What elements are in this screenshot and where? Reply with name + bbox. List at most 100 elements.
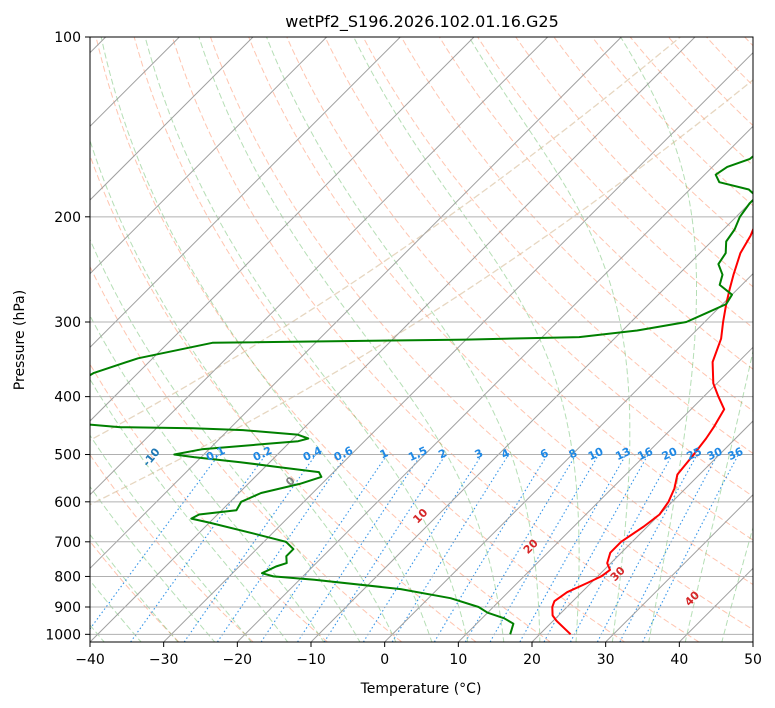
isotherm	[457, 346, 753, 642]
mixing-ratio-line	[433, 454, 548, 642]
mixing-ratio-label: 3	[473, 446, 485, 461]
dry-adiabat	[90, 265, 403, 642]
mixing-ratio-label: 20	[660, 445, 680, 463]
mixing-ratio-label: 13	[613, 445, 632, 463]
dry-adiabat	[400, 37, 753, 412]
mixing-ratio-line	[183, 454, 317, 642]
dry-adiabat	[133, 37, 625, 642]
moist-adiabat	[721, 525, 753, 642]
isotherm	[90, 37, 622, 570]
x-tick-label: −40	[75, 652, 105, 668]
dry-adiabat	[591, 37, 753, 207]
mixing-ratio-line	[569, 454, 673, 642]
isotherm	[90, 37, 401, 349]
dry-adiabat	[90, 453, 254, 642]
isotherm	[90, 37, 328, 275]
mixing-ratio-line	[464, 454, 577, 642]
mixing-ratio-line	[489, 454, 600, 642]
isotherm	[310, 199, 753, 642]
y-tick-label: 400	[54, 390, 81, 406]
dry-adiabat	[95, 37, 551, 642]
mixing-ratio-label: 0.4	[301, 444, 324, 464]
y-tick-label: 500	[54, 448, 81, 464]
dewpoint-line	[90, 155, 753, 635]
y-tick-label: 1000	[45, 627, 81, 643]
isotherm	[605, 493, 753, 642]
y-tick-label: 800	[54, 569, 81, 585]
mixing-ratio-line	[130, 454, 267, 642]
mixing-ratio-label: 0.6	[332, 444, 355, 464]
moist-adiabat	[90, 579, 142, 642]
mixing-ratio-label: 1	[378, 446, 390, 461]
mixing-ratio-label: 16	[636, 445, 656, 463]
mixing-ratio-label: 6	[538, 446, 551, 461]
dry-adiabat	[90, 363, 328, 642]
moist-adiabat	[90, 434, 252, 642]
dry-adiabat	[515, 37, 753, 288]
x-tick-label: −10	[296, 652, 326, 668]
y-tick-label: 300	[54, 315, 81, 331]
x-tick-label: 10	[449, 652, 467, 668]
moist-adiabat	[100, 37, 433, 642]
dry-adiabat	[210, 37, 753, 631]
moist-adiabat	[90, 138, 397, 642]
mixing-ratio-line	[619, 454, 719, 642]
sounding-lines	[90, 155, 753, 636]
dry-adiabat-label: -10	[140, 445, 163, 469]
y-tick-label: 900	[54, 600, 81, 616]
mixing-ratio-label: 2	[436, 446, 448, 461]
x-tick-label: 0	[380, 652, 389, 668]
x-tick-label: 40	[670, 652, 688, 668]
mixing-ratio-line	[260, 454, 388, 642]
background-lines	[90, 37, 753, 642]
isotherm	[384, 272, 753, 642]
plot-frame	[89, 36, 754, 643]
moist-adiabat-label: 40	[682, 588, 702, 608]
mixing-ratio-label: 25	[685, 445, 704, 463]
y-axis-title: Pressure (hPa)	[12, 290, 28, 390]
mixing-ratio-label: 10	[586, 445, 606, 463]
mixing-ratio-label: 1.5	[406, 444, 429, 464]
x-tick-label: 50	[744, 652, 762, 668]
x-axis: −40 −30 −20 −10 0 10 20 30 40 50	[75, 642, 762, 668]
dry-adiabat	[553, 37, 753, 247]
isotherm	[90, 37, 475, 422]
dry-adiabat	[477, 37, 753, 329]
mixing-ratio-label: 4	[499, 446, 512, 461]
moist-adiabat	[90, 378, 289, 642]
y-tick-label: 100	[54, 30, 81, 46]
moist-adiabat-label: 10	[410, 506, 430, 526]
x-tick-label: 30	[597, 652, 615, 668]
isotherm	[752, 641, 753, 642]
mixing-ratio-label: 30	[705, 445, 725, 463]
x-tick-label: −30	[149, 652, 179, 668]
mixing-ratio-line	[90, 454, 220, 630]
moist-adiabat	[144, 37, 469, 642]
dry-adiabat	[362, 37, 753, 455]
moist-adiabat-label: 20	[521, 536, 541, 556]
moist-adiabat	[90, 314, 325, 642]
isotherm	[678, 567, 753, 642]
mixing-ratio-line	[323, 454, 447, 642]
dry-adiabat	[324, 37, 753, 498]
dry-adiabat	[248, 37, 753, 586]
y-tick-label: 200	[54, 210, 81, 226]
x-axis-title: Temperature (°C)	[360, 681, 482, 697]
moist-adiabat	[266, 37, 541, 642]
isotherm	[236, 125, 753, 642]
dry-adiabat	[90, 154, 477, 642]
mixing-ratio-line	[519, 454, 627, 642]
isotherm	[90, 37, 696, 642]
moist-adiabat	[90, 238, 361, 642]
moist-adiabat	[353, 37, 580, 642]
y-tick-label: 600	[54, 495, 81, 511]
dry-adiabat	[171, 37, 700, 642]
mixing-ratio-line	[596, 454, 698, 642]
isotherm	[90, 37, 254, 201]
chart-title: wetPf2_S196.2026.102.01.16.G25	[285, 12, 559, 32]
x-tick-label: −20	[223, 652, 253, 668]
reference-arc	[90, 37, 681, 441]
mixing-ratio-label: 36	[726, 445, 746, 463]
moist-adiabat	[620, 37, 697, 642]
